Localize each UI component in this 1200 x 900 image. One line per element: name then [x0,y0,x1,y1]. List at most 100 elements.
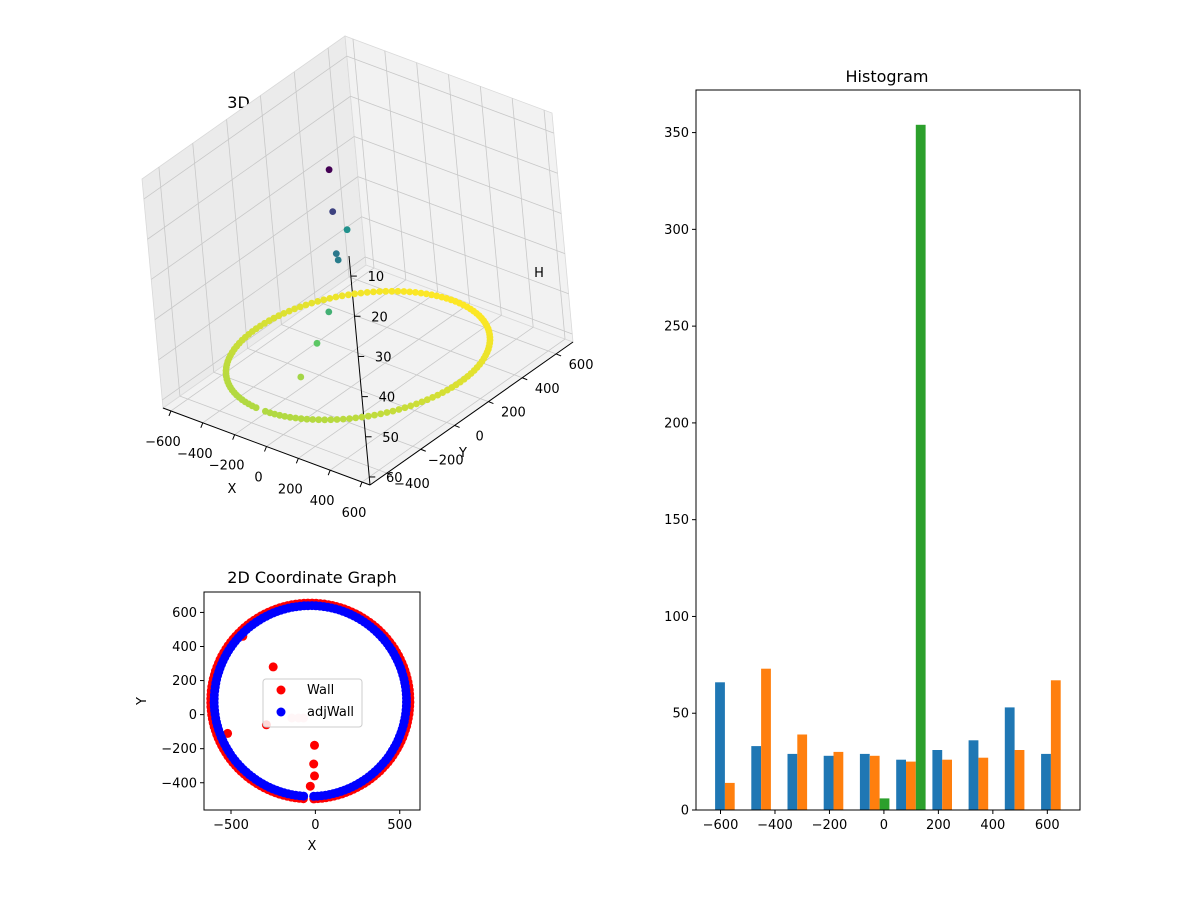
point-3d [314,298,322,305]
point-3d [325,166,333,174]
point-3d [308,299,316,307]
y-tick-label: 600 [569,358,594,373]
y-tick-label: 400 [535,382,560,397]
grid-y-left [158,167,181,397]
point-3d [281,413,289,420]
point-3d [418,398,426,406]
histogram-title: Histogram [846,67,929,86]
histogram-bar-series-0 [896,759,906,810]
point-3d [429,394,436,401]
x-tick [232,434,236,440]
grid-z-left [150,136,355,280]
point-2d-Wall [309,759,319,769]
chart-2d-ticks: −500 0 500 −400 −200 0 200 400 600 [161,606,412,833]
grid-x-floor [298,315,502,459]
point-3d [351,290,358,298]
point-3d [371,411,378,419]
histogram-bar-series-1 [978,757,989,810]
y-tick-label: 250 [664,320,689,335]
grid-y-left [192,143,215,373]
chart-2d-legend: Wall adjWall [262,678,363,728]
x-tick-label: −400 [177,447,213,462]
chart-3d-zlabel: H [534,266,544,281]
point-3d [280,310,288,317]
y-tick [420,448,426,452]
grid-x-back [416,62,439,292]
point-3d [413,400,420,408]
grid-z-back [350,95,558,174]
grid-y-floor [213,371,421,450]
point-3d [297,373,305,381]
grid-z-back [346,55,554,134]
histogram-bar-series-1 [906,761,916,810]
chart-3d-ylabel: Y [458,446,467,461]
histogram-bar-series-1 [1050,680,1061,810]
point-2d-adjWall-ring [299,791,309,801]
y-tick-label: 0 [475,429,483,444]
legend-marker-adjwall [276,707,286,717]
point-3d [433,292,441,300]
grid-z-back [354,136,562,214]
point-2d-Wall [310,771,319,781]
point-3d [428,291,436,299]
point-3d [339,415,347,423]
point-3d [286,413,294,421]
chart-2d-points [206,598,415,804]
point-3d [285,307,293,315]
point-3d [417,289,425,297]
point-3d [389,407,397,415]
x-tick-label: −200 [209,459,245,474]
y-tick [522,377,528,381]
grid-x-back [543,110,566,340]
z-tick-label: 30 [375,350,392,365]
x-tick-label: 500 [387,818,412,833]
chart-3d-panes [141,35,574,486]
histogram-bar-series-2 [879,798,890,810]
y-tick-label: 200 [501,406,526,421]
grid-z-left [162,256,366,401]
y-tick-label: 150 [664,513,689,528]
legend-box [262,678,363,728]
z-tick-label: 10 [368,270,385,285]
histogram-bar-series-1 [797,734,808,810]
histogram-bar-series-2 [915,124,926,811]
grid-y-floor [247,348,455,426]
histogram-bar-series-0 [787,753,798,810]
grid-z-left [154,176,359,320]
z-tick-label: 60 [386,471,403,486]
histogram-bar-series-1 [942,759,952,810]
chart-2d-coordinate-graph: 2D Coordinate Graph −500 0 500 −400 −200 0 200… [135,568,421,854]
y-tick-label: 350 [664,126,689,141]
histogram-bar-series-1 [833,751,844,810]
x-tick-label: 0 [254,471,262,486]
chart-2d-frame [203,591,421,811]
chart-2d-title: 2D Coordinate Graph [227,568,396,587]
grid-y-left [226,119,248,349]
point-3d [423,290,430,298]
grid-z-left [143,55,348,200]
grid-x-floor [266,303,470,447]
x-tick-label: 200 [926,818,951,833]
point-3d [406,288,414,296]
y-tick [386,472,393,476]
histogram-bar-series-0 [932,750,943,810]
histogram-bars [715,124,1061,811]
chart-histogram: Histogram −600 −400 −200 0 200 400 600 0 50 100 15… [664,67,1081,833]
grid-z-back [361,216,569,295]
grid-z-back [357,176,566,254]
histogram-bar-series-1 [1014,750,1025,810]
y-tick [454,424,460,428]
point-3d [333,416,341,423]
grid-x-back [511,98,534,328]
point-3d [352,414,360,422]
y-tick-label: 50 [672,707,689,722]
point-3d [315,416,323,424]
point-3d [345,291,352,299]
y-tick [555,353,562,357]
x-tick [200,422,204,428]
grid-x-back [479,86,502,316]
grid-x-back [384,50,407,280]
point-3d [313,339,321,347]
point-3d [303,415,311,423]
